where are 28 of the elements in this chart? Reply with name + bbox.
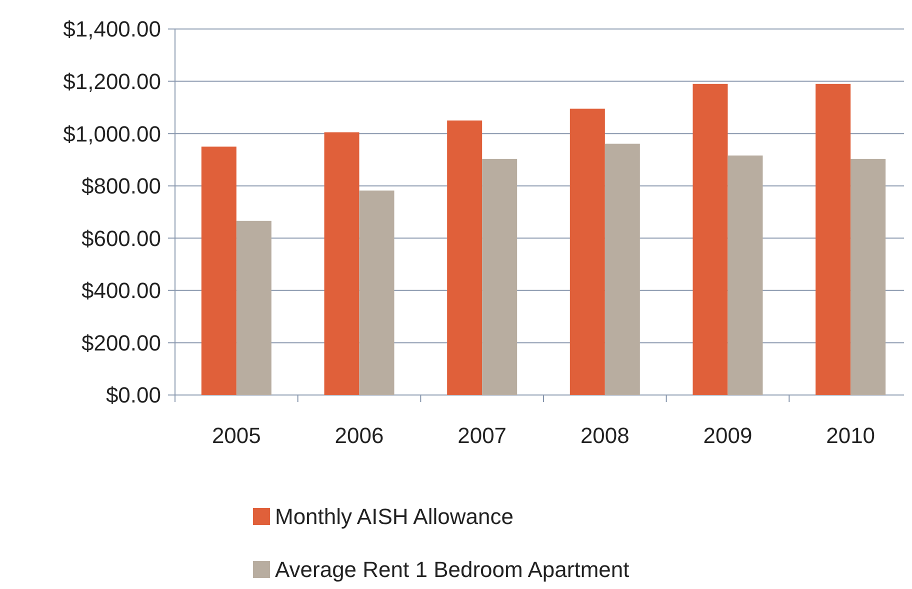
y-tick-label: $0.00 xyxy=(106,382,161,408)
x-tick-label: 2007 xyxy=(458,423,507,448)
bar xyxy=(728,156,763,395)
x-tick-label: 2006 xyxy=(334,423,384,448)
y-tick-label: $1,000.00 xyxy=(63,121,161,146)
bar xyxy=(570,108,605,395)
x-tick-label: 2005 xyxy=(212,423,261,448)
bar xyxy=(482,158,518,395)
bar xyxy=(692,84,728,395)
legend-label: Monthly AISH Allowance xyxy=(275,504,514,529)
y-tick-label: $200.00 xyxy=(81,330,161,356)
bar xyxy=(447,120,482,395)
x-tick-label: 2008 xyxy=(580,423,630,448)
bar xyxy=(359,190,394,395)
bar xyxy=(604,144,640,395)
x-tick-label: 2010 xyxy=(826,423,876,448)
y-tick-label: $1,400.00 xyxy=(63,16,161,42)
x-tick-label: 2009 xyxy=(703,423,752,448)
bar xyxy=(236,220,272,395)
bar xyxy=(324,132,360,395)
legend-label: Average Rent 1 Bedroom Apartment xyxy=(275,557,630,582)
y-tick-label: $600.00 xyxy=(81,226,161,251)
y-tick-label: $800.00 xyxy=(81,174,161,199)
bar xyxy=(850,158,886,395)
bar xyxy=(816,84,851,395)
y-tick-label: $1,200.00 xyxy=(63,68,161,94)
bar xyxy=(201,146,236,395)
y-tick-label: $400.00 xyxy=(81,278,161,304)
